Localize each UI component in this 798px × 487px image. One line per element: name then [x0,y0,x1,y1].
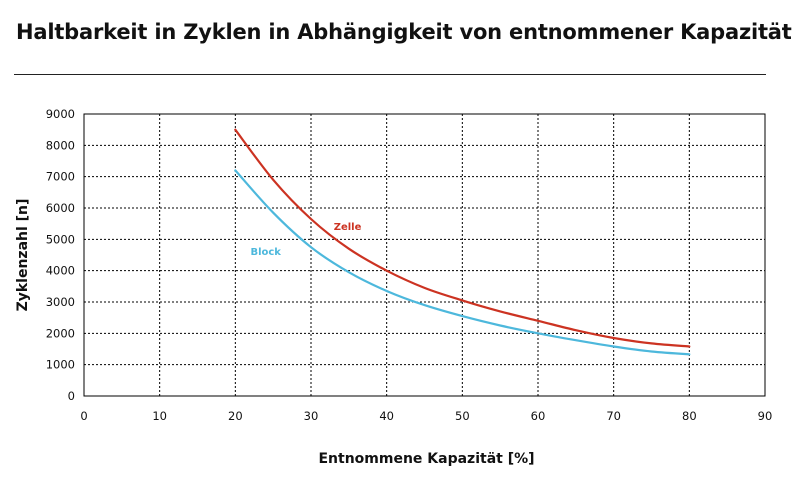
y-tick-label: 7000 [46,170,75,184]
y-tick-label: 6000 [46,201,75,215]
series-label-block: Block [250,247,281,258]
x-axis-title: Entnommene Kapazität [%] [318,451,534,467]
y-tick-label: 8000 [46,138,75,152]
x-tick-label: 80 [682,409,697,423]
series-lines [234,128,691,356]
y-axis-title: Zyklenzahl [n] [15,199,31,312]
y-tick-label: 3000 [46,295,75,309]
series-line-zelle [234,128,691,348]
chart-title: Haltbarkeit in Zyklen in Abhängigkeit vo… [16,20,792,44]
x-tick-label: 10 [152,409,167,423]
y-tick-label: 2000 [46,326,75,340]
y-tick-label: 5000 [46,232,75,246]
x-tick-label: 0 [80,409,87,423]
series-label-zelle: Zelle [334,222,362,233]
x-tick-label: 40 [379,409,394,423]
y-tick-label: 9000 [46,107,75,121]
grid-lines [84,114,765,396]
x-tick-label: 50 [455,409,470,423]
x-tick-label: 60 [531,409,546,423]
x-axis-ticks: 0 10 20 30 40 50 60 70 80 90 [80,409,772,423]
x-tick-label: 90 [758,409,773,423]
y-tick-label: 0 [68,389,75,403]
series-labels: Zelle Block [250,222,361,258]
x-tick-label: 70 [606,409,621,423]
title-divider [14,74,766,75]
y-axis-ticks: 0 1000 2000 3000 4000 5000 6000 7000 8000 9000 [46,107,75,403]
x-tick-label: 30 [304,409,319,423]
y-tick-label: 1000 [46,358,75,372]
plot-frame [83,113,766,397]
y-tick-label: 4000 [46,264,75,278]
x-tick-label: 20 [228,409,243,423]
series-line-block [234,169,691,356]
